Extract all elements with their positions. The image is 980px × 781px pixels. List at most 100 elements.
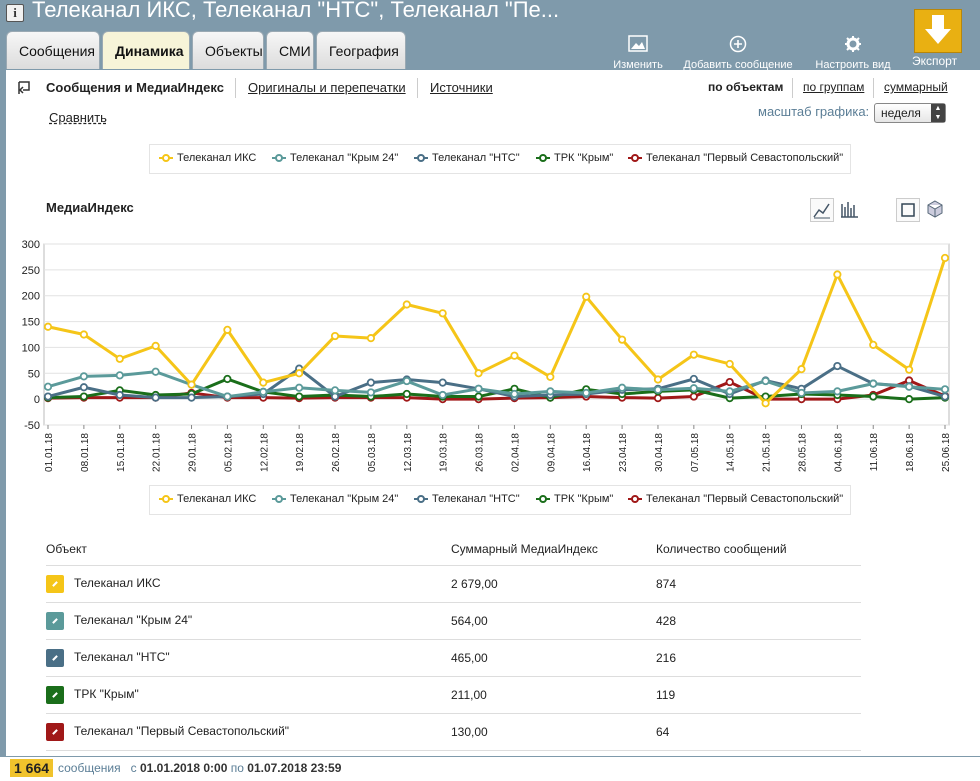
data-point[interactable] xyxy=(115,354,124,363)
data-point[interactable] xyxy=(115,390,124,400)
data-point[interactable] xyxy=(761,376,770,386)
data-point[interactable] xyxy=(797,365,806,374)
data-point[interactable] xyxy=(869,340,878,349)
data-point[interactable] xyxy=(474,384,483,393)
data-point[interactable] xyxy=(653,394,663,403)
object-color-icon[interactable] xyxy=(46,649,64,667)
data-point[interactable] xyxy=(833,387,842,396)
data-point[interactable] xyxy=(905,382,914,391)
sources-link[interactable]: Источники xyxy=(430,80,493,95)
table-row[interactable]: ТРК "Крым" 211,00 119 xyxy=(46,676,861,714)
data-point[interactable] xyxy=(689,392,698,401)
data-point[interactable] xyxy=(330,386,340,395)
data-point[interactable] xyxy=(438,309,447,318)
data-point[interactable] xyxy=(546,387,555,396)
bar-chart-toggle[interactable] xyxy=(838,198,862,222)
data-point[interactable] xyxy=(474,392,483,401)
2d-view-toggle[interactable] xyxy=(896,198,920,222)
legend-item[interactable]: Телеканал "Первый Севастопольский" xyxy=(628,493,843,505)
data-point[interactable] xyxy=(905,395,914,404)
data-point[interactable] xyxy=(259,387,268,397)
total-link[interactable]: суммарный xyxy=(884,80,948,94)
data-point[interactable] xyxy=(79,383,88,392)
data-point[interactable] xyxy=(115,371,124,380)
table-row[interactable]: Телеканал "Крым 24" 564,00 428 xyxy=(46,602,861,640)
data-point[interactable] xyxy=(187,380,196,389)
legend-item[interactable]: ТРК "Крым" xyxy=(536,493,613,505)
table-row[interactable]: Телеканал ИКС 2 679,00 874 xyxy=(46,565,861,603)
object-color-icon[interactable] xyxy=(46,575,64,593)
tab-messages[interactable]: Сообщения xyxy=(6,31,100,69)
object-color-icon[interactable] xyxy=(46,612,64,630)
legend-item[interactable]: Телеканал "Крым 24" xyxy=(272,493,398,505)
data-point[interactable] xyxy=(653,375,663,384)
data-point[interactable] xyxy=(869,379,878,388)
data-point[interactable] xyxy=(725,359,734,369)
data-point[interactable] xyxy=(330,331,340,341)
table-row[interactable]: Телеканал "Первый Севастопольский" 130,0… xyxy=(46,713,861,751)
data-point[interactable] xyxy=(366,334,376,343)
table-row[interactable]: Телеканал "НТС" 465,00 216 xyxy=(46,639,861,677)
data-point[interactable] xyxy=(474,369,483,378)
originals-link[interactable]: Оригиналы и перепечатки xyxy=(248,80,406,95)
data-point[interactable] xyxy=(43,382,53,391)
line-chart-toggle[interactable] xyxy=(810,198,834,222)
data-point[interactable] xyxy=(797,388,806,398)
customize-view-button[interactable]: Настроить вид xyxy=(810,35,896,71)
data-point[interactable] xyxy=(402,376,411,386)
data-point[interactable] xyxy=(402,389,411,399)
by-objects-option[interactable]: по объектам xyxy=(708,80,784,94)
data-point[interactable] xyxy=(43,322,53,331)
data-point[interactable] xyxy=(259,378,268,387)
data-point[interactable] xyxy=(905,365,914,374)
legend-item[interactable]: Телеканал "Крым 24" xyxy=(272,152,398,164)
tab-geography[interactable]: География xyxy=(316,31,406,69)
data-point[interactable] xyxy=(438,378,447,387)
legend-item[interactable]: Телеканал "НТС" xyxy=(414,152,520,164)
object-color-icon[interactable] xyxy=(46,686,64,704)
legend-item[interactable]: Телеканал "Первый Севастопольский" xyxy=(628,152,843,164)
legend-item[interactable]: Телеканал ИКС xyxy=(159,152,256,164)
data-point[interactable] xyxy=(366,388,376,397)
data-point[interactable] xyxy=(151,393,160,402)
data-point[interactable] xyxy=(79,392,88,401)
tab-objects[interactable]: Объекты xyxy=(192,31,264,69)
add-message-button[interactable]: Добавить сообщение xyxy=(680,35,796,71)
data-point[interactable] xyxy=(223,325,232,334)
data-point[interactable] xyxy=(151,341,160,350)
data-point[interactable] xyxy=(940,392,950,401)
data-point[interactable] xyxy=(438,390,447,400)
data-point[interactable] xyxy=(295,392,304,401)
3d-view-toggle[interactable] xyxy=(924,198,948,222)
data-point[interactable] xyxy=(725,377,734,387)
data-point[interactable] xyxy=(940,385,950,394)
data-point[interactable] xyxy=(761,399,770,408)
scale-select[interactable]: неделя ▲ ▼ xyxy=(874,103,946,123)
data-point[interactable] xyxy=(582,388,591,398)
data-point[interactable] xyxy=(582,292,591,301)
data-point[interactable] xyxy=(940,253,950,263)
data-point[interactable] xyxy=(79,372,88,381)
by-groups-link[interactable]: по группам xyxy=(803,80,865,94)
data-point[interactable] xyxy=(510,389,519,399)
data-point[interactable] xyxy=(223,374,232,384)
data-point[interactable] xyxy=(689,350,698,359)
legend-item[interactable]: ТРК "Крым" xyxy=(536,152,613,164)
data-point[interactable] xyxy=(402,300,411,309)
data-point[interactable] xyxy=(833,270,842,279)
data-point[interactable] xyxy=(689,384,698,393)
data-point[interactable] xyxy=(689,374,698,384)
data-point[interactable] xyxy=(833,361,842,371)
tab-media[interactable]: СМИ xyxy=(266,31,314,69)
data-point[interactable] xyxy=(366,378,376,387)
data-point[interactable] xyxy=(653,385,663,394)
data-point[interactable] xyxy=(725,387,734,396)
compare-link[interactable]: Сравнить xyxy=(49,110,107,125)
data-point[interactable] xyxy=(617,383,627,392)
info-icon[interactable]: i xyxy=(6,4,24,22)
data-point[interactable] xyxy=(295,383,304,392)
data-point[interactable] xyxy=(223,392,232,401)
data-point[interactable] xyxy=(43,392,53,401)
data-point[interactable] xyxy=(510,351,519,360)
data-point[interactable] xyxy=(546,372,555,382)
